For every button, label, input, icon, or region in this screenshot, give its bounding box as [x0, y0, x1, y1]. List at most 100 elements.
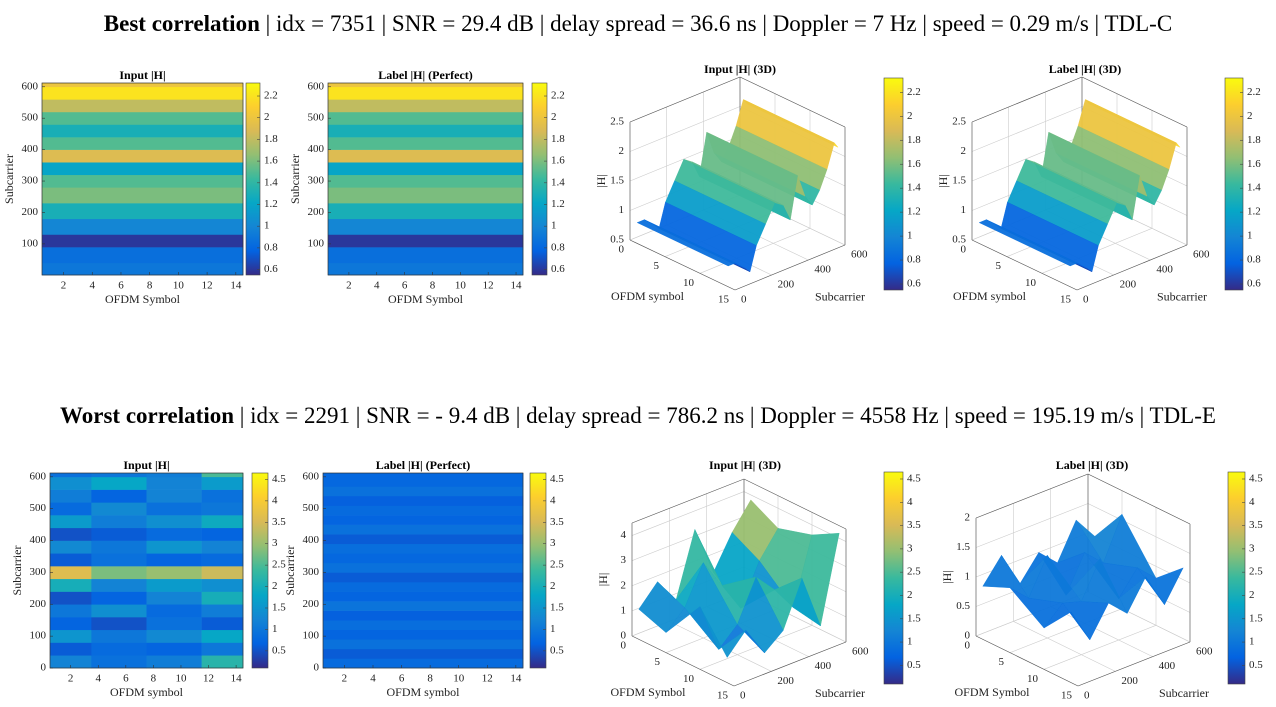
- z-tick-label: 2: [621, 579, 627, 591]
- colorbar-tick-label: 4.5: [907, 473, 921, 485]
- y-tick-label: 100: [308, 237, 325, 249]
- heatmap-cell: [328, 137, 524, 150]
- colorbar-tick-label: 1.8: [551, 133, 565, 145]
- y-tick-label: 400: [22, 143, 39, 155]
- heatmap-cell: [328, 99, 524, 113]
- axes-title: Input |H| (3D): [709, 458, 781, 472]
- x-tick-label: 5: [996, 260, 1002, 272]
- heatmap-cell: [146, 591, 202, 605]
- x-tick-label: 8: [151, 673, 157, 685]
- heatmap-cell: [323, 620, 524, 631]
- heatmap-cell: [146, 655, 202, 669]
- heatmap-cell: [91, 515, 147, 529]
- y-tick-label: 400: [308, 143, 325, 155]
- heatmap-cell: [323, 505, 524, 516]
- colorbar-tick-label: 2.2: [551, 90, 565, 102]
- heatmap-cell: [328, 262, 524, 276]
- heatmap-cell: [146, 642, 202, 656]
- z-axis-label: |H|: [594, 174, 608, 187]
- heatmap-cell: [323, 591, 524, 602]
- colorbar-tick-label: 2.5: [907, 566, 921, 578]
- heatmap-cell: [323, 639, 524, 650]
- y-axis-label: Subcarrier: [2, 154, 16, 204]
- heatmap-cell: [323, 495, 524, 506]
- x-tick-label: 6: [402, 280, 408, 292]
- heatmap-cell: [91, 527, 147, 541]
- heatmap-cell: [42, 262, 244, 276]
- heatmap-cell: [50, 655, 92, 669]
- colorbar-tick-label: 1.4: [264, 176, 278, 188]
- heatmap-cell: [146, 629, 202, 643]
- z-tick-label: 0.5: [956, 600, 970, 612]
- colorbar-tick-label: 2: [264, 111, 270, 123]
- heatmap-cell: [323, 658, 524, 669]
- heatmap-cell: [146, 617, 202, 631]
- x-tick-label: 10: [1027, 673, 1039, 685]
- x-axis-label: OFDM symbol: [386, 685, 460, 699]
- colorbar-tick-label: 2: [550, 580, 556, 592]
- x-tick-label: 15: [1060, 294, 1072, 306]
- x-tick-label: 15: [718, 294, 730, 306]
- y-axis-label: Subcarrier: [815, 289, 865, 303]
- y-tick-label: 500: [22, 112, 39, 124]
- heatmap-cell: [201, 604, 244, 618]
- heatmap-cell: [91, 642, 147, 656]
- heatmap-cell: [91, 566, 147, 580]
- colorbar-tick-label: 3: [907, 542, 913, 554]
- axes-edge: [975, 473, 1089, 519]
- y-tick-label: 300: [308, 175, 325, 187]
- heatmap-cell: [323, 515, 524, 525]
- colorbar-tick-label: 2: [272, 580, 278, 592]
- heatmap-cell: [328, 86, 524, 100]
- colorbar-tick-label: 1: [550, 623, 556, 635]
- colorbar-tick-label: 0.8: [907, 254, 921, 266]
- colorbar-tick-label: 1: [1249, 636, 1255, 648]
- heatmap-cell: [201, 476, 244, 490]
- axes-title: Label |H| (3D): [1056, 458, 1129, 472]
- z-tick-label: 1: [619, 204, 625, 216]
- x-tick-label: 8: [430, 280, 436, 292]
- heatmap-cell: [42, 234, 244, 248]
- heatmap-cell: [323, 553, 524, 564]
- colorbar-tick-label: 1.5: [907, 612, 921, 624]
- x-tick-label: 5: [655, 656, 661, 668]
- axes-box: [322, 472, 524, 669]
- suptitle-text: | idx = 7351 | SNR = 29.4 dB | delay spr…: [260, 11, 1172, 36]
- heatmap-cell: [50, 502, 92, 516]
- heatmap-cell: [146, 604, 202, 618]
- heatmap-cell: [91, 591, 147, 605]
- axes-edge: [734, 244, 846, 291]
- colorbar-tick-label: 0.6: [907, 278, 921, 290]
- x-tick-label: 12: [483, 280, 494, 292]
- heatmap-cell: [50, 566, 92, 580]
- heatmap-cell: [323, 473, 524, 487]
- colorbar-tick-label: 1.8: [907, 134, 921, 146]
- x-tick-label: 6: [123, 673, 129, 685]
- heatmap-cell: [323, 543, 524, 554]
- colorbar-tick-label: 1: [264, 220, 270, 232]
- heatmap-cell: [50, 489, 92, 503]
- colorbar-tick-label: 1: [1247, 230, 1253, 242]
- y-axis-label: Subcarrier: [283, 546, 297, 596]
- heatmap-cell: [328, 247, 524, 264]
- heatmap-cell: [323, 629, 524, 640]
- surface-patch: [978, 219, 1078, 267]
- surface-patch: [699, 606, 747, 658]
- x-axis-label: OFDM symbol: [110, 685, 184, 699]
- colorbar-tick-label: 3: [272, 537, 278, 549]
- axes-box: [41, 82, 244, 276]
- x-tick-label: 12: [202, 280, 213, 292]
- heatmap-cell: [50, 515, 92, 529]
- heatmap-cell: [91, 629, 147, 643]
- y-axis-label: Subcarrier: [1159, 686, 1209, 700]
- grid-line: [1050, 606, 1153, 657]
- heatmap-cell: [50, 476, 92, 490]
- y-tick-label: 200: [22, 206, 39, 218]
- y-tick-label: 100: [303, 630, 320, 642]
- z-tick-label: 3: [621, 554, 627, 566]
- suptitle: Best correlation | idx = 7351 | SNR = 29…: [104, 11, 1172, 36]
- heatmap-cell: [50, 642, 92, 656]
- colorbar-tick-label: 0.6: [551, 263, 565, 275]
- y-tick-label: 400: [1159, 660, 1176, 672]
- heatmap-cell: [50, 629, 92, 643]
